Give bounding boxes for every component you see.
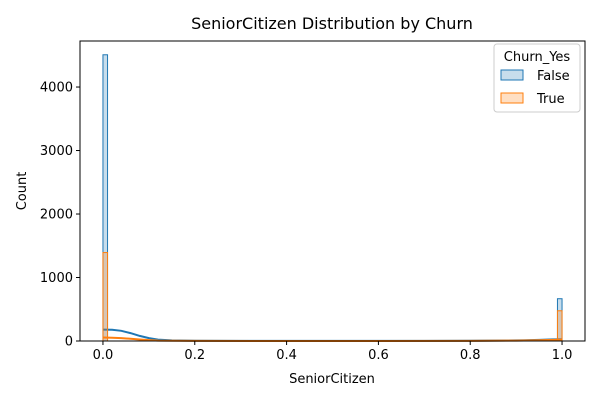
- x-tick-label: 1.0: [552, 348, 573, 363]
- x-tick-label: 0.6: [368, 348, 389, 363]
- kde-line-true: [102, 336, 563, 343]
- y-tick-label: 4000: [40, 81, 73, 96]
- legend-frame: [493, 43, 581, 113]
- x-axis-label: SeniorCitizen: [289, 372, 375, 387]
- y-tick-label: 1000: [40, 271, 73, 286]
- kde-line-false: [102, 328, 563, 342]
- legend-label-false: False: [537, 69, 570, 84]
- legend-label-true: True: [536, 92, 565, 107]
- y-tick-label: 2000: [40, 208, 73, 223]
- legend-swatch-false: [500, 69, 524, 81]
- legend: Churn_Yes False True: [493, 43, 581, 113]
- y-tick-label: 0: [65, 335, 73, 350]
- legend-swatch-true: [500, 92, 524, 104]
- histogram-bar-true-1: [556, 310, 563, 342]
- y-axis-label: Count: [15, 172, 30, 211]
- x-tick-label: 0.8: [460, 348, 481, 363]
- histogram-bar-true-0: [102, 252, 109, 342]
- y-tick-label: 3000: [40, 144, 73, 159]
- chart-title: SeniorCitizen Distribution by Churn: [191, 14, 473, 33]
- x-tick-label: 0.0: [93, 348, 114, 363]
- x-axis-ticks: 0.0 0.2 0.4 0.6 0.8 1.0: [93, 341, 573, 363]
- x-tick-label: 0.2: [184, 348, 205, 363]
- plot-area: [102, 54, 563, 343]
- legend-title: Churn_Yes: [504, 50, 571, 65]
- y-axis-ticks: 0 1000 2000 3000 4000: [40, 81, 80, 350]
- axes-frame: [79, 40, 586, 342]
- x-tick-label: 0.4: [276, 348, 297, 363]
